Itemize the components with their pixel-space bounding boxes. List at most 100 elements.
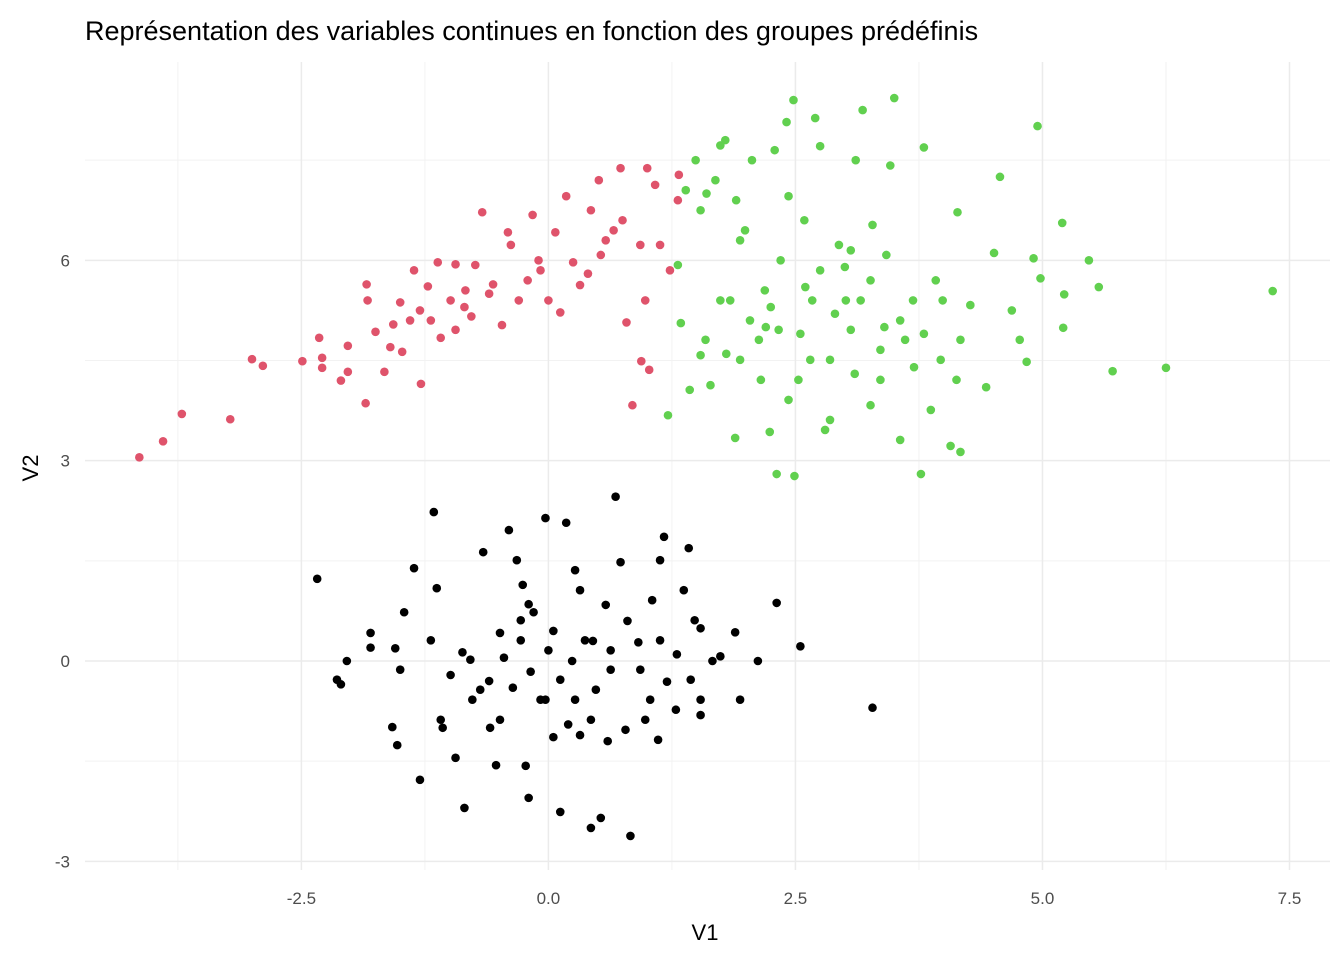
group-black-point [563, 720, 573, 729]
group-black-point [735, 695, 745, 705]
group-green-point [663, 410, 673, 420]
group-red-point [415, 306, 425, 315]
group-red-point [361, 398, 370, 408]
group-green-point [789, 95, 798, 105]
group-green-point [919, 329, 929, 339]
group-black-point [485, 723, 495, 733]
group-black-point [512, 555, 522, 565]
group-green-point [747, 155, 757, 165]
group-black-point [516, 615, 526, 625]
group-red-point [416, 379, 426, 389]
group-black-point [570, 695, 580, 705]
group-red-point [586, 205, 596, 215]
group-green-point [850, 369, 860, 379]
group-green-point [841, 296, 851, 305]
group-green-point [846, 325, 856, 335]
group-black-point [596, 813, 606, 823]
group-green-point [721, 349, 731, 359]
group-black-point [438, 723, 447, 733]
group-black-point [561, 518, 571, 528]
group-black-point [686, 675, 696, 684]
group-red-point [636, 356, 646, 366]
data-points [135, 93, 1277, 841]
group-green-point [909, 362, 919, 372]
group-red-point [386, 342, 395, 352]
tick-labels: -2.5 0.0 2.5 5.0 7.5 -3 0 3 6 [55, 251, 1301, 908]
group-red-point [158, 436, 168, 446]
group-black-point [659, 532, 669, 542]
group-green-point [895, 316, 905, 325]
group-green-point [900, 335, 910, 345]
group-green-point [895, 435, 905, 445]
group-red-point [317, 363, 327, 373]
group-red-point [225, 414, 235, 424]
group-green-point [1007, 306, 1017, 315]
group-green-point [784, 191, 793, 201]
group-black-point [708, 656, 717, 666]
group-green-point [756, 375, 766, 385]
group-red-point [314, 333, 324, 343]
group-red-point [503, 227, 513, 237]
group-green-point [782, 117, 791, 127]
group-green-point [834, 240, 844, 250]
group-green-point [846, 246, 856, 255]
group-red-point [618, 215, 627, 225]
group-black-point [575, 585, 585, 595]
group-green-point [701, 335, 710, 345]
y-tick-label: 3 [61, 452, 70, 471]
group-black-point [588, 636, 598, 646]
group-red-point [405, 316, 415, 325]
group-green-point [825, 415, 835, 425]
group-black-point [606, 665, 615, 674]
group-green-point [1036, 274, 1045, 283]
group-black-point [484, 676, 494, 686]
group-black-point [524, 599, 533, 609]
group-green-point [691, 155, 700, 165]
group-red-point [298, 356, 307, 366]
group-red-point [583, 269, 593, 278]
group-green-point [745, 316, 755, 325]
group-black-point [640, 715, 650, 725]
group-black-point [415, 775, 425, 785]
group-green-point [876, 345, 885, 355]
group-black-point [390, 644, 400, 653]
x-tick-label: 2.5 [784, 889, 808, 908]
group-green-point [685, 385, 695, 395]
group-green-point [754, 335, 764, 345]
group-green-point [908, 296, 918, 305]
group-red-point [616, 163, 625, 173]
group-green-point [702, 189, 711, 198]
group-green-point [801, 282, 810, 292]
group-black-point [395, 665, 405, 674]
group-black-point [426, 635, 436, 645]
group-red-point [467, 312, 476, 321]
y-tick-label: 0 [61, 652, 70, 671]
group-green-point [953, 207, 962, 217]
group-red-point [488, 280, 498, 289]
group-black-point [601, 600, 611, 610]
group-green-point [784, 395, 793, 405]
group-green-point [706, 380, 715, 390]
group-red-point [622, 318, 631, 327]
group-green-point [673, 260, 683, 270]
group-green-point [776, 256, 785, 265]
group-black-point [645, 695, 655, 705]
x-tick-label: 0.0 [537, 889, 561, 908]
group-black-point [336, 680, 346, 689]
group-black-point [491, 760, 501, 770]
group-red-point [561, 191, 571, 201]
chart-title: Représentation des variables continues e… [85, 16, 978, 46]
group-black-point [495, 628, 505, 638]
group-black-point [868, 703, 877, 713]
group-green-point [766, 302, 776, 312]
group-green-point [946, 441, 955, 451]
group-black-point [570, 565, 580, 575]
group-green-point [1015, 335, 1025, 345]
x-tick-label: -2.5 [287, 889, 316, 908]
group-black-point [458, 648, 467, 657]
group-green-point [880, 322, 889, 332]
group-green-point [720, 135, 730, 145]
group-green-point [696, 205, 705, 215]
group-green-point [800, 215, 809, 225]
group-black-point [466, 655, 475, 664]
